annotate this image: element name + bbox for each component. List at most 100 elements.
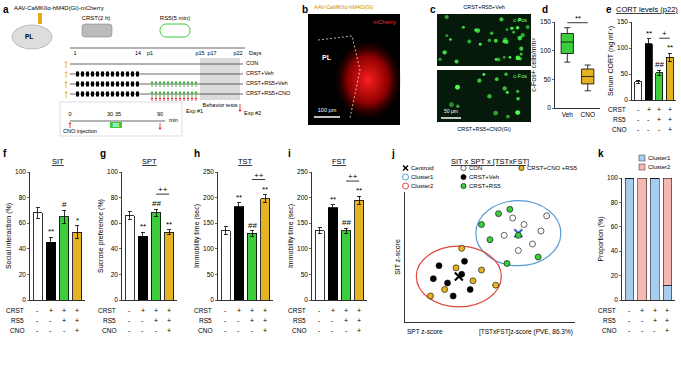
svg-text:-: -: [318, 307, 321, 314]
svg-text:+: +: [647, 106, 651, 113]
svg-text:min: min: [169, 117, 178, 123]
svg-text:+: +: [167, 317, 171, 324]
svg-text:Cluster2: Cluster2: [648, 164, 671, 170]
svg-text:+: +: [331, 307, 335, 314]
svg-text:CRST+Veh: CRST+Veh: [246, 70, 274, 76]
svg-text:-: -: [224, 327, 227, 334]
svg-text:CRST+RS5+CNO(Gi): CRST+RS5+CNO(Gi): [457, 126, 511, 132]
svg-text:60: 60: [19, 219, 27, 226]
svg-text:PL: PL: [25, 33, 33, 40]
svg-text:30: 30: [107, 111, 113, 117]
svg-text:0: 0: [304, 296, 308, 303]
svg-text:-: -: [63, 327, 66, 334]
svg-text:-: -: [628, 317, 631, 324]
svg-text:-: -: [318, 317, 321, 324]
svg-text:CNO: CNO: [292, 327, 306, 334]
svg-text:RS5(5 min): RS5(5 min): [160, 15, 190, 21]
svg-text:+: +: [154, 307, 158, 314]
svg-text:**: **: [330, 195, 336, 204]
svg-text:1: 1: [73, 50, 76, 56]
svg-text:100: 100: [107, 168, 118, 175]
svg-text:150: 150: [203, 219, 214, 226]
svg-text:-: -: [653, 327, 656, 334]
svg-text:CRST+CNO +RS5: CRST+CNO +RS5: [527, 165, 578, 171]
svg-text:50: 50: [621, 70, 629, 77]
svg-text:40: 40: [611, 247, 619, 254]
svg-text:p22: p22: [233, 50, 242, 56]
svg-text:**: **: [166, 220, 172, 229]
svg-text:#: #: [62, 200, 67, 209]
svg-text:AAV-CaMKIIα-hM4D(Gi)-mCherry: AAV-CaMKIIα-hM4D(Gi)-mCherry: [14, 5, 104, 11]
svg-text:CNO: CNO: [602, 327, 616, 334]
svg-text:+: +: [657, 106, 661, 113]
svg-text:0: 0: [547, 104, 551, 111]
svg-text:+: +: [250, 317, 254, 324]
svg-text:+: +: [668, 126, 672, 133]
svg-text:d: d: [542, 4, 548, 15]
svg-text:j: j: [391, 148, 395, 159]
svg-text:CRST+RS5+Veh: CRST+RS5+Veh: [246, 80, 288, 86]
svg-text:100: 100: [15, 168, 26, 175]
svg-text:Cluster1: Cluster1: [411, 174, 434, 180]
svg-text:-: -: [318, 327, 321, 334]
svg-text:-: -: [155, 327, 158, 334]
svg-text:+: +: [75, 317, 79, 324]
svg-text:CRST+RS5+CNO: CRST+RS5+CNO: [246, 90, 291, 96]
svg-text:##: ##: [342, 218, 351, 227]
svg-text:-: -: [36, 327, 39, 334]
svg-text:CON: CON: [246, 60, 258, 66]
svg-text:-: -: [237, 327, 240, 334]
svg-text:0: 0: [614, 296, 618, 303]
svg-text:100 μm: 100 μm: [318, 107, 337, 113]
svg-text:a: a: [3, 4, 9, 15]
svg-text:Veh: Veh: [562, 111, 574, 118]
svg-text:**: **: [140, 222, 146, 231]
svg-text:c: c: [430, 4, 436, 15]
svg-text:50: 50: [207, 271, 215, 278]
svg-text:50: 50: [544, 76, 552, 83]
svg-text:CORT levels (p22): CORT levels (p22): [616, 5, 678, 14]
svg-text:Cluster1: Cluster1: [648, 155, 671, 161]
svg-text:-: -: [637, 126, 640, 133]
svg-text:CRST(2 h): CRST(2 h): [82, 15, 111, 21]
svg-text:CNO: CNO: [612, 126, 626, 133]
svg-text:+: +: [653, 317, 657, 324]
svg-text:-: -: [49, 327, 52, 334]
svg-text:Proportion (%): Proportion (%): [597, 216, 605, 261]
svg-text:150: 150: [297, 219, 308, 226]
svg-text:TST: TST: [238, 157, 253, 166]
svg-text:0: 0: [68, 111, 71, 117]
svg-text:-: -: [141, 317, 144, 324]
svg-text:SIT: SIT: [52, 157, 64, 166]
svg-text:-: -: [637, 116, 640, 123]
svg-text:b: b: [302, 4, 308, 15]
svg-text:20: 20: [19, 271, 27, 278]
svg-text:CNO: CNO: [581, 111, 595, 118]
svg-text:-: -: [628, 327, 631, 334]
svg-text:14: 14: [135, 50, 141, 56]
svg-text:+: +: [141, 307, 145, 314]
svg-text:CNO injection: CNO injection: [63, 128, 97, 134]
svg-text:-: -: [658, 126, 661, 133]
svg-text:Social interaction (%): Social interaction (%): [5, 203, 13, 269]
svg-text:AAV-CaMKIIα-hM4D(Gi): AAV-CaMKIIα-hM4D(Gi): [314, 4, 373, 10]
svg-text:+: +: [167, 307, 171, 314]
svg-text:c-Fos: c-Fos: [513, 73, 527, 79]
svg-text:60: 60: [111, 219, 119, 226]
svg-text:200: 200: [203, 194, 214, 201]
svg-text:-: -: [128, 327, 131, 334]
svg-text:**: **: [646, 29, 652, 38]
svg-text:-: -: [345, 327, 348, 334]
svg-text:50: 50: [301, 271, 309, 278]
svg-text:-: -: [237, 317, 240, 324]
svg-text:+: +: [344, 317, 348, 324]
svg-text:+: +: [154, 317, 158, 324]
svg-text:CRST: CRST: [194, 307, 212, 314]
svg-text:k: k: [598, 148, 604, 159]
svg-text:+: +: [357, 317, 361, 324]
svg-text:0: 0: [114, 296, 118, 303]
svg-text:p1: p1: [147, 50, 153, 56]
svg-text:Centroid: Centroid: [411, 165, 434, 171]
svg-text:RS: RS: [113, 123, 119, 128]
svg-text:**: **: [262, 185, 268, 194]
